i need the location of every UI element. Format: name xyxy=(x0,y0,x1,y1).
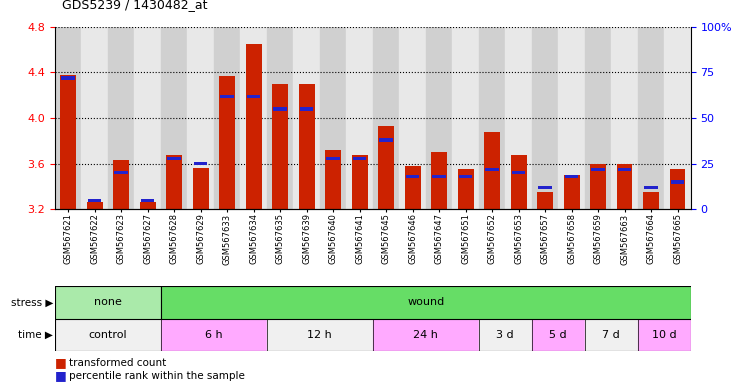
Bar xyxy=(432,175,446,178)
Bar xyxy=(325,150,341,209)
Bar xyxy=(404,166,420,209)
Bar xyxy=(187,27,213,209)
Text: stress ▶: stress ▶ xyxy=(11,297,53,308)
Bar xyxy=(346,27,373,209)
Bar xyxy=(55,27,81,209)
Bar xyxy=(161,27,187,209)
Bar xyxy=(425,27,452,209)
Text: ■: ■ xyxy=(55,356,67,369)
Bar xyxy=(293,27,319,209)
Bar xyxy=(194,162,208,165)
Bar xyxy=(240,27,267,209)
Bar xyxy=(273,108,287,111)
Bar xyxy=(585,27,611,209)
Bar xyxy=(373,27,399,209)
Bar xyxy=(352,154,368,209)
Bar xyxy=(88,199,102,202)
Bar xyxy=(611,27,637,209)
Bar xyxy=(326,157,340,160)
Bar xyxy=(141,199,154,202)
Bar xyxy=(505,27,531,209)
Bar xyxy=(644,186,658,189)
Bar xyxy=(379,138,393,142)
Bar xyxy=(140,202,156,209)
Bar xyxy=(459,175,472,178)
Bar xyxy=(298,84,314,209)
Bar xyxy=(537,192,553,209)
Text: 3 d: 3 d xyxy=(496,330,514,340)
Bar xyxy=(61,76,75,79)
Bar xyxy=(114,171,128,174)
Bar xyxy=(219,76,235,209)
Text: ■: ■ xyxy=(55,369,67,382)
Bar xyxy=(399,27,425,209)
Bar xyxy=(247,94,260,98)
Bar xyxy=(618,167,632,171)
Text: percentile rank within the sample: percentile rank within the sample xyxy=(69,371,246,381)
Text: 6 h: 6 h xyxy=(205,330,223,340)
Bar xyxy=(319,27,346,209)
Bar xyxy=(220,94,234,98)
Text: wound: wound xyxy=(407,297,444,308)
Bar xyxy=(60,75,76,209)
Text: GDS5239 / 1430482_at: GDS5239 / 1430482_at xyxy=(62,0,208,12)
Bar xyxy=(479,27,505,209)
Bar xyxy=(531,27,558,209)
Bar xyxy=(55,286,161,319)
Bar xyxy=(167,157,181,160)
Bar xyxy=(452,27,479,209)
Bar xyxy=(671,180,684,184)
Text: control: control xyxy=(88,330,127,340)
Bar xyxy=(406,175,420,178)
Bar xyxy=(192,168,208,209)
Bar xyxy=(246,44,262,209)
Bar xyxy=(113,160,129,209)
Bar xyxy=(431,152,447,209)
Bar xyxy=(670,169,686,209)
Text: 12 h: 12 h xyxy=(308,330,332,340)
Bar xyxy=(135,27,161,209)
Bar xyxy=(161,319,267,351)
Text: none: none xyxy=(94,297,122,308)
Text: 7 d: 7 d xyxy=(602,330,620,340)
Bar xyxy=(637,319,691,351)
Bar xyxy=(267,27,293,209)
Bar xyxy=(353,157,366,160)
Bar xyxy=(161,286,691,319)
Bar xyxy=(272,84,288,209)
Bar xyxy=(558,27,585,209)
Bar xyxy=(166,154,182,209)
Bar xyxy=(538,186,552,189)
Bar xyxy=(213,27,240,209)
Bar xyxy=(378,126,394,209)
Bar xyxy=(585,319,637,351)
Bar xyxy=(531,319,585,351)
Bar xyxy=(590,164,606,209)
Bar xyxy=(591,167,605,171)
Bar xyxy=(484,132,500,209)
Bar xyxy=(81,27,107,209)
Bar xyxy=(664,27,691,209)
Bar xyxy=(267,319,373,351)
Text: transformed count: transformed count xyxy=(69,358,167,368)
Bar xyxy=(510,154,526,209)
Text: 24 h: 24 h xyxy=(413,330,439,340)
Bar xyxy=(485,167,499,171)
Bar xyxy=(479,319,531,351)
Bar xyxy=(512,171,526,174)
Bar xyxy=(637,27,664,209)
Bar xyxy=(564,175,580,209)
Bar xyxy=(55,319,161,351)
Bar xyxy=(643,192,659,209)
Text: 5 d: 5 d xyxy=(550,330,567,340)
Bar xyxy=(300,108,314,111)
Bar xyxy=(565,175,578,178)
Bar xyxy=(616,164,632,209)
Text: 10 d: 10 d xyxy=(652,330,677,340)
Bar xyxy=(458,169,474,209)
Bar xyxy=(86,202,102,209)
Bar xyxy=(107,27,135,209)
Text: time ▶: time ▶ xyxy=(18,330,53,340)
Bar xyxy=(373,319,479,351)
